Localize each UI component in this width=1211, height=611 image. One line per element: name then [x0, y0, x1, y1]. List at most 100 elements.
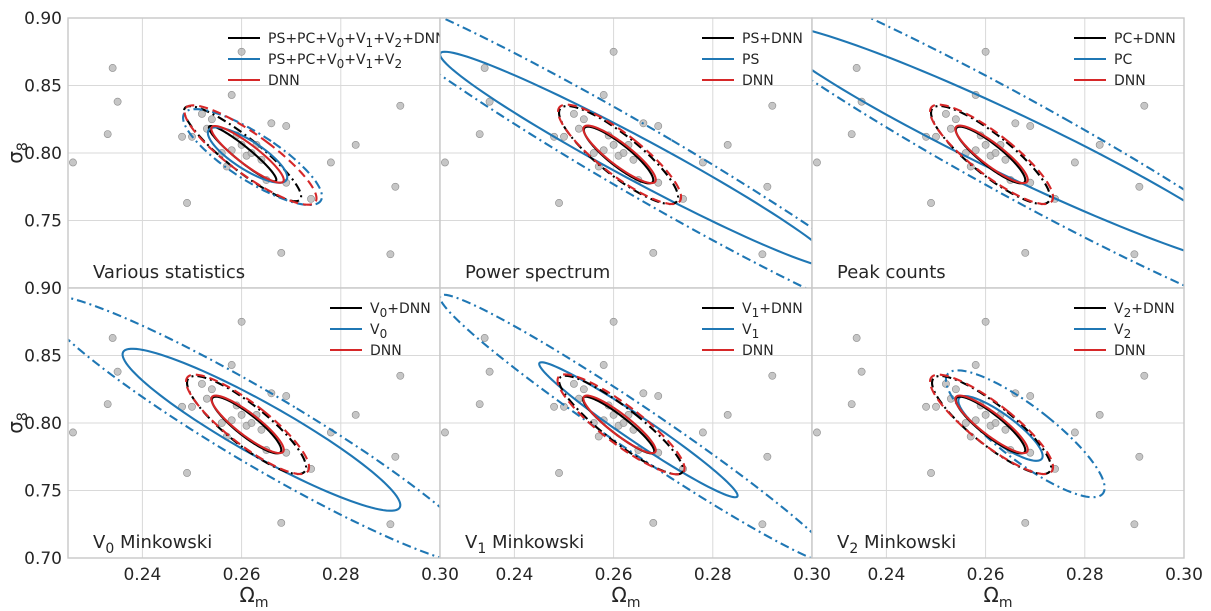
sim-point — [594, 432, 603, 441]
contour-black-dashdot — [183, 105, 303, 203]
x-tick-label: 0.28 — [694, 565, 732, 585]
contours — [68, 296, 440, 558]
legend-label-blue: PS — [742, 52, 759, 68]
contour-red-solid — [582, 394, 657, 455]
sim-point — [589, 149, 598, 157]
sim-point — [758, 520, 767, 529]
sim-point — [1135, 452, 1144, 461]
panel-4: V0​+DNN V0​ DNN V0 Minkowski — [67, 287, 441, 559]
y-tick-label: 0.70 — [24, 549, 62, 569]
sim-point — [981, 47, 990, 56]
panel-6: V2​+DNN V2​ DNN V2 Minkowski — [811, 287, 1185, 559]
x-tick-label: 0.28 — [1066, 565, 1104, 585]
sim-point — [386, 250, 395, 259]
y-axis-label: σ8 — [3, 412, 31, 434]
x-tick-label: 0.24 — [867, 565, 905, 585]
sim-point — [69, 158, 77, 167]
contour-blue-dashdot — [440, 18, 812, 288]
x-tick-label: 0.24 — [495, 565, 533, 585]
contours — [928, 369, 1106, 499]
sim-point — [763, 182, 772, 191]
sim-point — [227, 91, 236, 99]
sim-point — [183, 199, 191, 207]
contour-blue-solid — [812, 30, 1184, 252]
sim-point — [1095, 140, 1104, 149]
sim-point — [1026, 122, 1035, 130]
sim-point — [396, 371, 405, 380]
panel-5: V1​+DNN V1​ DNN V1 Minkowski — [439, 287, 813, 559]
sim-point — [946, 124, 955, 133]
sim-point — [852, 334, 861, 342]
contour-blue-dashdot — [182, 108, 324, 207]
x-tick-label: 0.28 — [322, 565, 360, 585]
legend-label-red: DNN — [1114, 343, 1146, 359]
panel-title: Power spectrum — [465, 262, 610, 283]
sim-point — [441, 428, 449, 437]
sim-point — [723, 410, 732, 419]
sim-point — [1140, 101, 1149, 110]
sim-point — [813, 158, 821, 167]
sim-point — [758, 250, 767, 259]
sim-point — [698, 428, 707, 437]
contour-black-dashdot — [557, 104, 680, 206]
sim-point — [609, 140, 618, 149]
x-tick-label: 0.26 — [223, 565, 261, 585]
sim-point — [113, 367, 122, 376]
sim-point — [1070, 428, 1079, 437]
sim-point — [1095, 410, 1104, 419]
x-tick-label: 0.26 — [967, 565, 1005, 585]
sim-point — [227, 361, 236, 369]
sim-point — [351, 410, 360, 419]
sim-point — [971, 361, 980, 369]
x-axis-label: Ωm — [612, 583, 641, 611]
panel-3: PC+DNN PC DNN Peak counts — [811, 17, 1185, 289]
legend-label-black: V0​+DNN — [370, 301, 431, 320]
panel-title: Various statistics — [93, 262, 245, 283]
sim-point — [183, 469, 191, 477]
sim-point — [619, 149, 628, 157]
contours — [440, 293, 812, 558]
legend: PC+DNN PC DNN — [1074, 31, 1176, 89]
y-tick-label: 0.90 — [24, 279, 62, 299]
sim-point — [1021, 248, 1030, 257]
sim-point — [619, 419, 628, 427]
sim-point — [108, 334, 117, 342]
sim-point — [1140, 371, 1149, 380]
sim-point — [108, 64, 117, 72]
sim-point — [639, 389, 648, 398]
sim-point — [654, 392, 663, 400]
sim-point — [1130, 520, 1139, 529]
y-tick-label: 0.80 — [24, 414, 62, 434]
sim-point — [768, 371, 777, 380]
legend: V0​+DNN V0​ DNN — [330, 301, 431, 359]
sim-point — [555, 199, 563, 207]
sim-point — [69, 428, 77, 437]
simulation-points — [441, 317, 777, 529]
panels-group: PS+PC+V0​+V1​+V2​+DNN PS+PC+V0​+V1​+V2​ DN… — [67, 17, 1185, 559]
y-tick-label: 0.90 — [24, 9, 62, 29]
sim-point — [396, 101, 405, 110]
sim-point — [1135, 182, 1144, 191]
contour-red-dashdash — [556, 103, 683, 206]
legend-label-black: PS+PC+V0​+V1​+V2​+DNN — [268, 31, 446, 50]
sim-point — [857, 367, 866, 376]
x-tick-label: 0.30 — [421, 565, 459, 585]
sim-point — [351, 140, 360, 149]
sim-point — [267, 119, 276, 128]
sim-point — [570, 379, 578, 388]
sim-point — [961, 419, 970, 427]
sim-point — [307, 194, 315, 203]
sim-point — [629, 155, 638, 164]
panel-title: V2 Minkowski — [837, 532, 956, 557]
legend-label-black: PS+DNN — [742, 31, 803, 47]
contour-blue-solid — [121, 347, 402, 512]
sim-point — [550, 402, 558, 411]
grid — [812, 288, 1184, 558]
legend-label-red: DNN — [370, 343, 402, 359]
sim-point — [475, 400, 484, 408]
legend-label-red: DNN — [742, 73, 774, 89]
sim-point — [951, 385, 960, 394]
sim-point — [847, 130, 856, 138]
sim-point — [649, 248, 658, 257]
sim-point — [480, 64, 489, 72]
